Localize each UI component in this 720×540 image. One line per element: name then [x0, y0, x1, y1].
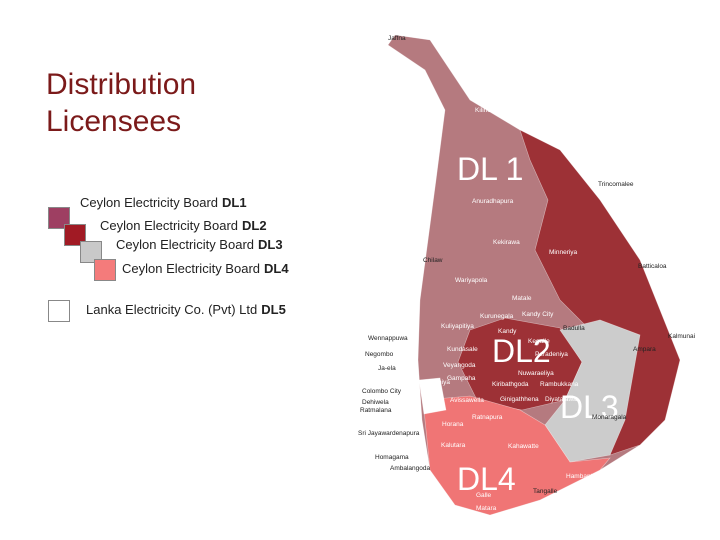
region-label: DL3: [560, 389, 619, 425]
town-label: Badulla: [563, 325, 585, 332]
town-label: Nuwaraeliya: [518, 370, 554, 377]
town-label: Ampara: [633, 346, 656, 353]
town-label: Trincomalee: [598, 181, 634, 188]
town-label: Gampaha: [447, 375, 476, 382]
legend-swatch: [94, 259, 116, 281]
town-label: Batticaloa: [638, 263, 667, 270]
town-label: Kiribathgoda: [492, 381, 529, 388]
legend-code: DL3: [258, 237, 283, 252]
town-label: Diyatalawa: [545, 396, 577, 403]
town-label: Ratnapura: [472, 414, 503, 421]
title-line: Licensees: [46, 105, 182, 138]
town-label: Ambalangoda: [390, 465, 430, 472]
legend-swatch: [48, 300, 70, 322]
legend-swatch: [48, 207, 70, 229]
legend-code: DL2: [242, 218, 267, 233]
town-label: Jaffna: [388, 35, 406, 42]
legend-text: Ceylon Electricity Board: [116, 237, 254, 252]
legend-code: DL1: [222, 195, 247, 210]
town-label: Anuradhapura: [472, 198, 514, 205]
town-label: Kelaniya: [425, 379, 450, 386]
region: [519, 129, 681, 456]
legend-code: DL4: [264, 261, 289, 276]
legend-label: Ceylon Electricity Board DL2: [100, 218, 267, 233]
legend-label: Ceylon Electricity Board DL1: [80, 195, 247, 210]
town-label: Kalutara: [441, 442, 466, 449]
region: [544, 319, 641, 463]
town-label: Tangalle: [533, 488, 558, 495]
town-label: Kekirawa: [493, 239, 520, 246]
town-label: Rambukkana: [540, 381, 579, 388]
town-label: Negombo: [365, 351, 394, 358]
town-label: Avissawella: [450, 397, 484, 404]
region-label: DL4: [457, 461, 516, 497]
region: [418, 377, 447, 415]
town-label: Monaragala: [592, 414, 627, 421]
region-label: DL 1: [457, 151, 523, 187]
legend-text: Ceylon Electricity Board: [122, 261, 260, 276]
town-label: Ginigathhena: [500, 396, 539, 403]
town-label: Homagama: [375, 454, 409, 461]
town-label: Sri Jayawardenapura: [358, 430, 420, 437]
town-label: Ratmalana: [360, 407, 392, 414]
town-label: Kalmunai: [668, 333, 695, 340]
region-label: DL2: [492, 333, 551, 369]
town-label: Horana: [442, 421, 464, 428]
town-label: Kandy City: [522, 311, 554, 318]
legend-label: Ceylon Electricity Board DL3: [116, 237, 283, 252]
legend-code: DL5: [261, 302, 286, 317]
town-label: Kandy: [498, 328, 517, 335]
legend-swatch: [80, 241, 102, 263]
town-label: Matara: [476, 505, 497, 512]
town-label: Matale: [512, 295, 532, 302]
town-label: Kegalle: [528, 338, 550, 345]
town-label: Peradeniya: [535, 351, 568, 358]
town-label: Colombo City: [362, 388, 402, 395]
legend-swatch: [64, 224, 86, 246]
legend-label: Lanka Electricity Co. (Pvt) Ltd DL5: [86, 302, 286, 317]
town-label: Kuliyapitiya: [441, 323, 474, 330]
town-label: Minneriya: [549, 249, 578, 256]
town-label: Kilinochchi: [475, 107, 506, 114]
town-label: Kahawatte: [508, 443, 539, 450]
town-label: Chilaw: [423, 257, 443, 264]
town-label: Kurunegala: [480, 313, 514, 320]
legend-text: Ceylon Electricity Board: [100, 218, 238, 233]
town-label: Kundasale: [447, 346, 478, 353]
town-label: Dehiwela: [362, 399, 389, 406]
legend-text: Ceylon Electricity Board: [80, 195, 218, 210]
town-label: Galle: [476, 492, 492, 499]
legend-label: Ceylon Electricity Board DL4: [122, 261, 289, 276]
region: [422, 395, 611, 516]
title: Distribution Licensees: [46, 66, 196, 140]
title-line: Distribution: [46, 68, 197, 101]
town-label: Veyangoda: [443, 362, 476, 369]
town-label: Ja-ela: [378, 365, 396, 372]
town-label: Wariyapola: [455, 277, 488, 284]
town-label: Hambantota: [566, 473, 602, 480]
town-label: Wennappuwa: [368, 335, 408, 342]
legend-text: Lanka Electricity Co. (Pvt) Ltd: [86, 302, 258, 317]
